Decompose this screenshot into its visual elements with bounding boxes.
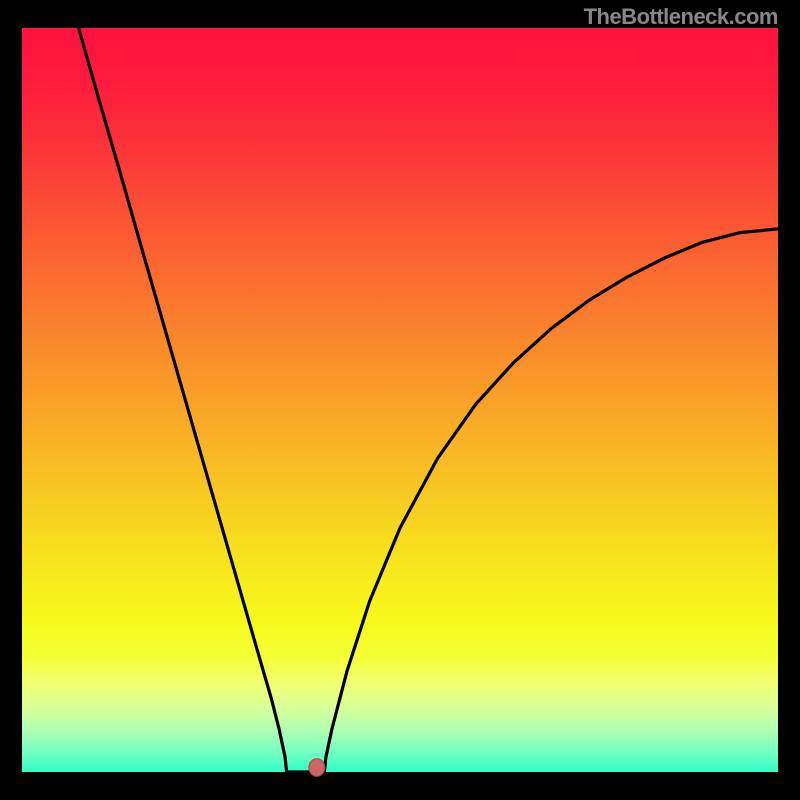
plot-background [22, 28, 778, 772]
optimum-marker [309, 759, 325, 777]
watermark-text: TheBottleneck.com [584, 4, 778, 30]
bottleneck-chart [0, 0, 800, 800]
